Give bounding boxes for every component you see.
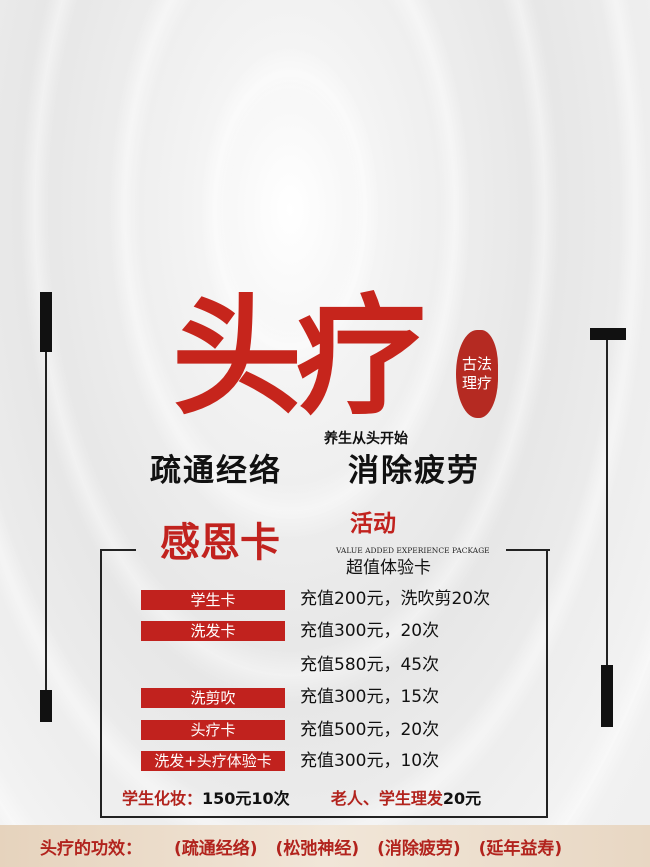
list-item: 洗剪吹	[141, 688, 285, 708]
benefit-item: (延年益寿)	[478, 838, 563, 859]
item-price: 充值500元，20次	[300, 720, 440, 740]
list-item: 洗发卡	[141, 621, 285, 641]
offer-a-label: 学生化妆：	[122, 789, 203, 808]
benefits-band: 头疗的功效： (疏通经络) (松弛神经) (消除疲劳) (延年益寿)	[0, 825, 650, 867]
decor-line	[606, 340, 608, 670]
decor-bar	[601, 665, 613, 727]
list-item: 洗发+头疗体验卡	[141, 751, 285, 771]
list-item: 学生卡	[141, 590, 285, 610]
item-tag: 学生卡	[141, 590, 285, 610]
item-price: 充值300元，20次	[300, 621, 440, 641]
benefit-item: (疏通经络)	[174, 838, 258, 859]
benefits-label: 头疗的功效：	[40, 838, 142, 859]
benefit-item: (松弛神经)	[275, 838, 360, 859]
item-price: 充值300元，10次	[300, 751, 440, 771]
item-price: 充值300元，15次	[300, 687, 440, 707]
slogan: 养生从头开始	[324, 431, 408, 447]
seal-stamp: 古法理疗	[456, 330, 498, 418]
item-price: 充值580元，45次	[300, 655, 440, 675]
offer-a-value: 150元10次	[202, 789, 290, 808]
item-tag: 洗发+头疗体验卡	[141, 751, 285, 771]
decor-bar	[40, 690, 52, 722]
decor-bar	[590, 328, 626, 340]
decor-line	[45, 352, 47, 692]
offer-box	[100, 550, 548, 818]
box-top-right	[506, 549, 550, 551]
headline-1: 疏通经络	[150, 453, 282, 489]
card-title: 感恩卡	[160, 519, 280, 566]
headline-2: 消除疲劳	[348, 453, 480, 489]
item-tag: 头疗卡	[141, 720, 285, 740]
decor-bar	[40, 292, 52, 352]
benefit-item: (消除疲劳)	[377, 838, 461, 859]
offer-b-value: 20元	[442, 789, 482, 808]
box-top-left	[100, 549, 136, 551]
extra-offers: 学生化妆：150元10次 老人、学生理发20元	[122, 789, 481, 809]
offer-b-label: 老人、学生理发	[330, 789, 443, 808]
item-tag: 洗发卡	[141, 621, 285, 641]
item-tag: 洗剪吹	[141, 688, 285, 708]
list-item: 头疗卡	[141, 720, 285, 740]
activity-label: 活动	[350, 510, 396, 537]
item-price: 充值200元，洗吹剪20次	[300, 589, 491, 609]
english-subtitle: VALUE ADDED EXPERIENCE PACKAGE	[336, 546, 490, 555]
main-title: 头疗	[172, 280, 426, 433]
card-subtitle: 超值体验卡	[346, 558, 431, 578]
